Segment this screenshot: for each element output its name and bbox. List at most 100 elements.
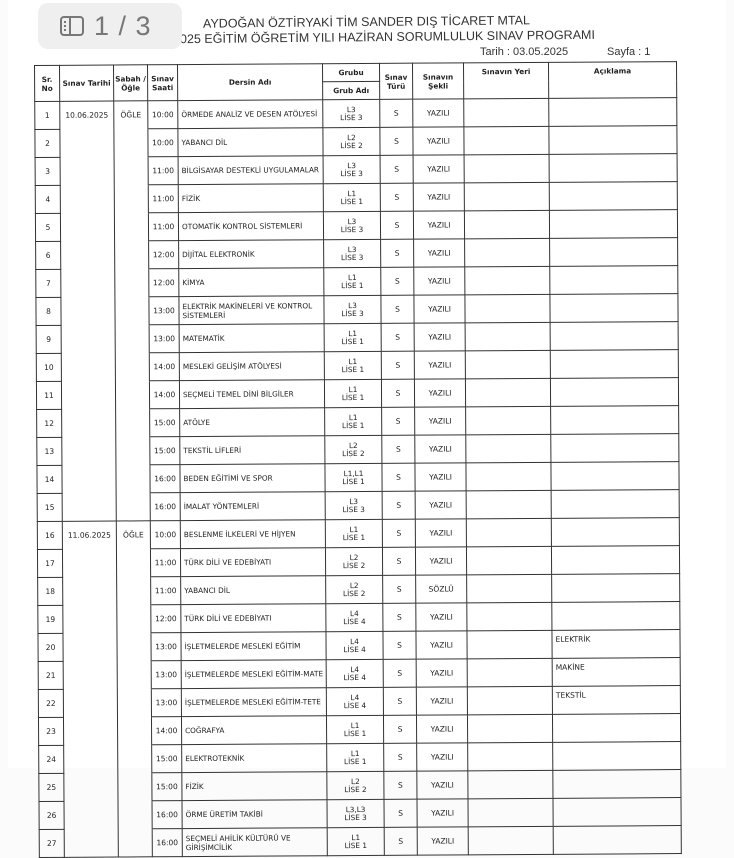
cell-notes [552,713,681,743]
cell-exam-type: S [381,323,415,352]
cell-group: L2 LİSE 2 [324,435,382,464]
cell-group: L4 LİSE 4 [326,687,384,716]
table-row: 24 15:00 ELEKTROTEKNİK L1 LİSE 1 S YAZILI [38,741,681,774]
cell-exam-date [63,773,118,802]
cell-course-name: MATEMATİK [179,323,325,353]
header-sr-no: Sr. No [34,65,60,102]
cell-exam-location [465,350,551,379]
table-row: 7 12:00 KİMYA L1 LİSE 1 S YAZILI [35,265,678,298]
cell-exam-location [466,602,552,631]
cell-exam-location [463,98,549,127]
cell-notes [552,741,681,771]
cell-sr-no: 15 [37,493,63,522]
group-name: LİSE 3 [340,224,364,234]
cell-notes [550,461,680,491]
cell-exam-format: YAZILI [414,406,466,436]
cell-exam-date [61,353,116,382]
header-group-name: Grub Adı [322,81,380,100]
cell-exam-time: 13:00 [149,324,180,353]
cell-exam-time: 12:00 [148,240,179,269]
cell-exam-time: 15:00 [151,744,182,773]
cell-exam-date [63,689,118,718]
cell-course-name: SEÇMELİ AHİLİK KÜLTÜRÜ VE GİRİŞİMCİLİK [182,827,328,857]
cell-course-name: ELEKTRİK MAKİNELERİ VE KONTROL SİSTEMLER… [178,295,325,325]
cell-exam-location [467,658,553,687]
cell-notes [550,377,679,407]
cell-exam-type: S [383,715,417,744]
cell-exam-date [60,213,115,242]
cell-exam-time: 11:00 [148,156,179,185]
cell-exam-format: YAZILI [413,238,465,268]
header-exam-type: Sınav Türü [379,63,413,100]
cell-notes [551,489,680,519]
cell-session [116,492,151,522]
cell-session [117,772,152,802]
cell-sr-no: 19 [37,605,63,634]
group-name: LİSE 1 [343,728,367,738]
cell-notes [550,433,679,463]
cell-exam-time: 11:00 [150,576,181,605]
table-row: 3 11:00 BİLGİSAYAR DESTEKLİ UYGULAMALAR L3 L… [35,153,678,186]
cell-session [114,240,149,270]
group-name: LİSE 3 [344,812,367,822]
cell-exam-format: YAZILI [416,714,468,744]
cell-exam-date [61,465,117,494]
cell-course-name: ÖRMEDE ANALİZ VE DESEN ATÖLYESİ [177,99,323,129]
cell-exam-date [60,269,115,298]
cell-exam-type: S [379,127,414,156]
cell-notes [551,601,680,631]
cell-exam-type: S [383,771,417,800]
cell-session [117,744,152,774]
cell-exam-format: YAZILI [414,462,467,492]
table-row: 12 15:00 ATÖLYE L1 LİSE 1 S YAZILI [36,405,679,438]
cell-course-name: İMALAT YÖNTEMLERİ [180,491,326,521]
cell-notes [551,545,680,575]
cell-exam-format: YAZILI [413,266,465,296]
cell-course-name: BESLENME İLKELERİ VE HİJYEN [180,519,326,549]
cell-group: L1 LİSE 1 [323,183,381,212]
cell-sr-no: 14 [36,465,63,494]
cell-group: L1,L1 LİSE 1 [324,463,383,492]
cell-exam-time: 15:00 [151,772,182,801]
cell-exam-date [61,381,116,410]
cell-exam-date [63,801,119,830]
group-name: LİSE 1 [341,336,364,346]
cell-session [118,828,153,857]
group-name: LİSE 1 [342,532,366,542]
cell-exam-type: S [381,379,415,408]
cell-exam-location [467,714,553,743]
document-page [8,0,726,768]
cell-exam-format: SÖZLÜ [415,574,467,604]
cell-session [114,156,149,186]
cell-exam-date [62,577,117,606]
table-row: 11 14:00 SEÇMELİ TEMEL DİNİ BİLGİLER L1 LİSE… [36,377,679,410]
table-row: 27 16:00 SEÇMELİ AHİLİK KÜLTÜRÜ VE GİRİŞİM… [39,825,682,858]
table-row: 4 11:00 FİZİK L1 LİSE 1 S YAZILI [35,181,678,214]
cell-exam-time: 14:00 [149,352,180,381]
cell-session [114,268,149,298]
group-name: LİSE 3 [341,308,364,318]
cell-course-name: BİLGİSAYAR DESTEKLİ UYGULAMALAR [178,155,324,185]
table-row: 25 15:00 FİZİK L2 LİSE 2 S YAZILI [38,769,681,802]
cell-course-name: YABANCI DİL [180,575,326,605]
cell-exam-time: 10:00 [147,100,178,129]
cell-exam-type: S [381,435,415,464]
cell-group: L4 LİSE 4 [325,603,383,632]
cell-exam-format: YAZILI [413,294,466,324]
group-name: LİSE 3 [340,252,364,262]
cell-group: L2 LİSE 2 [322,127,381,156]
cell-group: L4 LİSE 4 [325,631,384,660]
cell-exam-location [466,630,553,659]
table-row: 19 12:00 TÜRK DİLİ VE EDEBİYATI L4 LİSE 4 S YA… [37,601,680,634]
cell-group: L3,L3 LİSE 3 [326,799,385,828]
table-row: 8 13:00 ELEKTRİK MAKİNELERİ VE KONTROL SİS… [35,293,679,326]
header-session: Sabah / Öğle [113,64,148,102]
table-row: 6 12:00 DİJİTAL ELEKTRONİK L3 LİSE 3 S YAZILI [35,237,678,270]
page-indicator[interactable]: 1 / 3 [38,3,182,49]
cell-exam-location [465,322,551,351]
cell-exam-date [59,129,115,158]
cell-group: L3 LİSE 3 [323,295,382,324]
table-row: 16 11.06.2025 ÖĞLE 10:00 BESLENME İLKELERİ V… [37,517,680,550]
cell-sr-no: 24 [38,745,64,774]
